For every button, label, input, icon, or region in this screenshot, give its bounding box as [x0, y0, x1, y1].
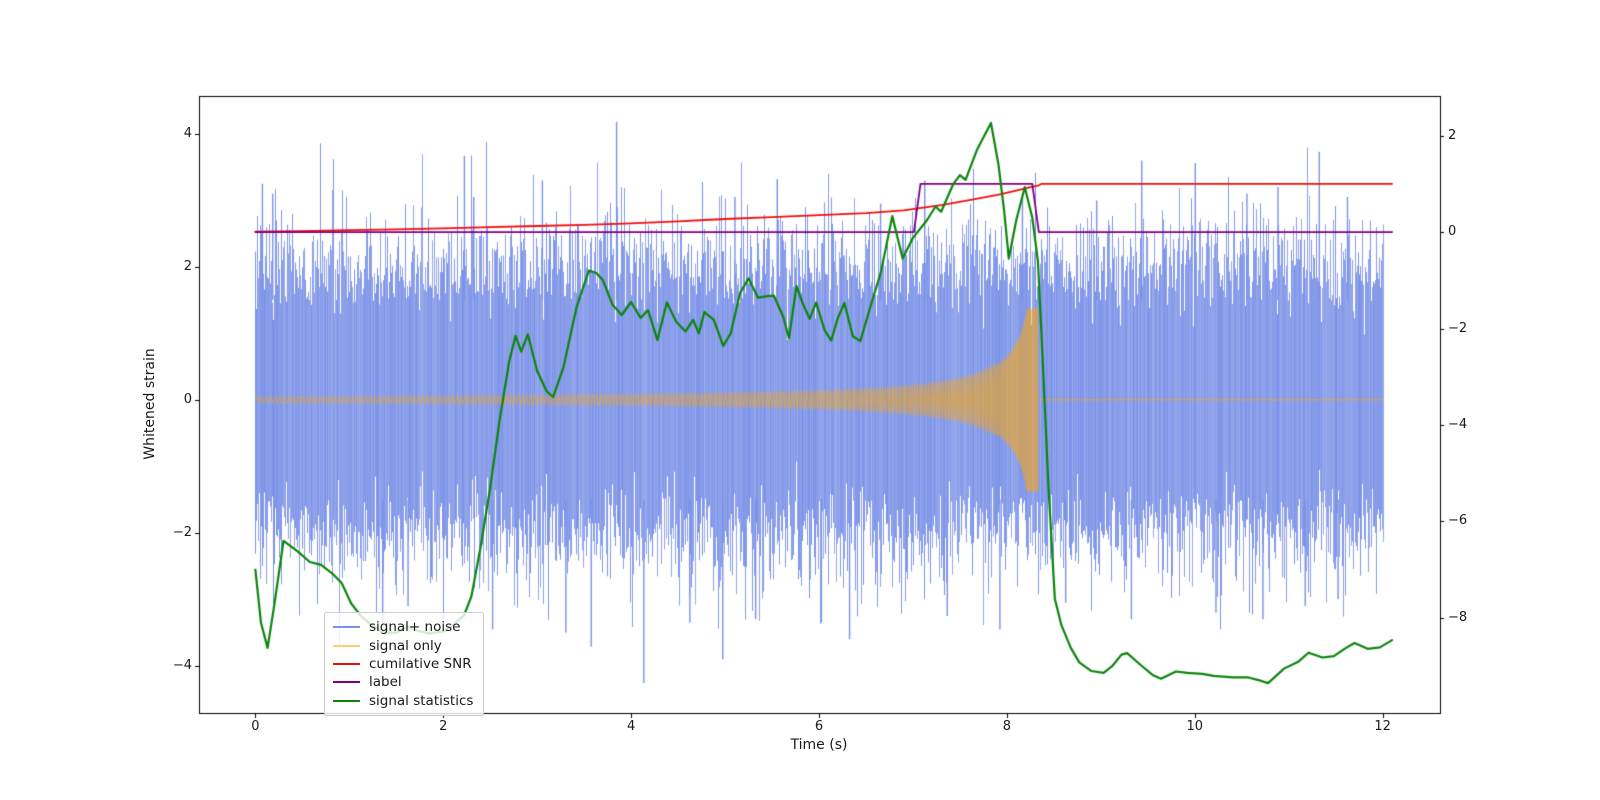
legend-swatch — [333, 644, 360, 647]
y-tick-label-left: 4 — [183, 125, 192, 141]
x-tick-label: 0 — [251, 719, 260, 734]
legend-label: signal statistics — [369, 692, 474, 709]
y-tick-label-right: −8 — [1448, 609, 1468, 625]
legend-label: signal+ noise — [369, 619, 461, 636]
legend-label: label — [369, 674, 402, 691]
x-tick-label: 4 — [627, 719, 636, 734]
x-tick-label: 10 — [1186, 719, 1204, 734]
legend-row: cumilative SNR — [333, 655, 473, 673]
legend-row: signal statistics — [333, 692, 473, 710]
legend-swatch — [333, 626, 360, 629]
legend: signal+ noise signal only cumilative SNR la… — [324, 612, 485, 716]
legend-row: signal only — [333, 636, 473, 654]
x-tick-label: 12 — [1374, 719, 1391, 734]
legend-row: label — [333, 673, 473, 691]
legend-label: signal only — [369, 637, 442, 654]
y-tick-label-left: −2 — [172, 524, 192, 540]
y-tick-label-right: 2 — [1448, 127, 1457, 143]
legend-swatch — [333, 662, 360, 665]
y-tick-label-right: −4 — [1448, 417, 1468, 432]
legend-swatch — [333, 681, 360, 684]
y-tick-label-right: −6 — [1448, 513, 1468, 529]
legend-label: cumilative SNR — [369, 655, 472, 672]
x-tick-label: 8 — [1002, 719, 1012, 734]
x-tick-label: 2 — [439, 719, 448, 734]
x-axis-label: Time (s) — [790, 737, 848, 753]
y-tick-label-left: −4 — [172, 657, 192, 673]
y-tick-label-right: 0 — [1448, 224, 1457, 240]
x-tick-label: 6 — [814, 719, 824, 734]
y-tick-label-left: 2 — [183, 258, 192, 274]
y-tick-label-right: −2 — [1448, 320, 1468, 336]
y-tick-label-left: 0 — [183, 391, 192, 407]
legend-swatch — [333, 699, 360, 702]
legend-row: signal+ noise — [333, 618, 473, 636]
